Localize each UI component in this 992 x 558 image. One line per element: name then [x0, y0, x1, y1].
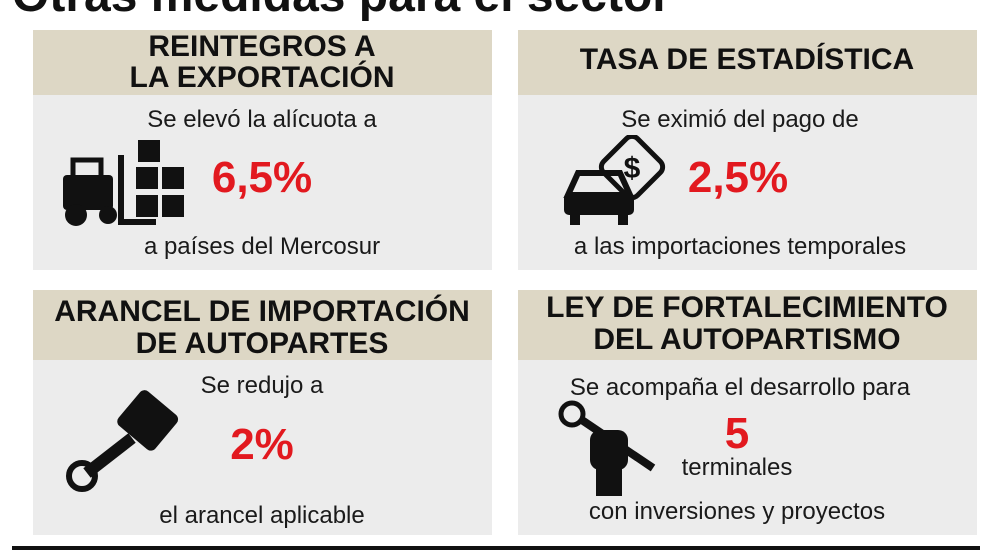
rule	[12, 546, 980, 550]
card-header: DEL AUTOPARTISMO	[593, 323, 901, 356]
card-header-bg	[518, 290, 977, 360]
card-text: Se eximió del pago de	[621, 106, 859, 133]
svg-text:$: $	[624, 152, 641, 185]
card-text: a países del Mercosur	[143, 233, 381, 260]
card-value: 2,5%	[687, 153, 789, 202]
card-value: 6,5%	[211, 153, 313, 202]
card-text: Se acompaña el desarrollo para	[569, 374, 911, 401]
forklift-icon	[63, 140, 184, 226]
card-header-bg	[33, 290, 492, 360]
card-header: REINTEGROS A	[148, 30, 376, 63]
card-header: LEY DE FORTALECIMIENTO	[546, 291, 948, 324]
card-header: TASA DE ESTADÍSTICA	[579, 43, 915, 76]
card-header: DE AUTOPARTES	[135, 327, 389, 360]
card-text: con inversiones y proyectos	[588, 498, 886, 525]
card-text: el arancel aplicable	[159, 502, 365, 529]
card-body-bg	[33, 360, 492, 535]
car-icon: $	[563, 135, 666, 225]
card-header: LA EXPORTACIÓN	[129, 61, 395, 94]
card-body-bg	[518, 95, 977, 270]
card-value: 5	[724, 409, 750, 458]
card-text: a las importaciones temporales	[573, 233, 907, 260]
card-header-bg	[518, 30, 977, 95]
card-text: Se redujo a	[200, 372, 324, 399]
piston-icon	[66, 390, 179, 492]
card-header-bg	[33, 30, 492, 95]
card-value: 2%	[230, 420, 294, 469]
card-text: Se elevó la alícuota a	[147, 106, 377, 133]
wrench-hand-icon	[558, 400, 656, 496]
card-text: terminales	[681, 454, 793, 481]
card-header: ARANCEL DE IMPORTACIÓN	[54, 295, 470, 328]
title: Otras medidas para el sector	[12, 0, 671, 23]
